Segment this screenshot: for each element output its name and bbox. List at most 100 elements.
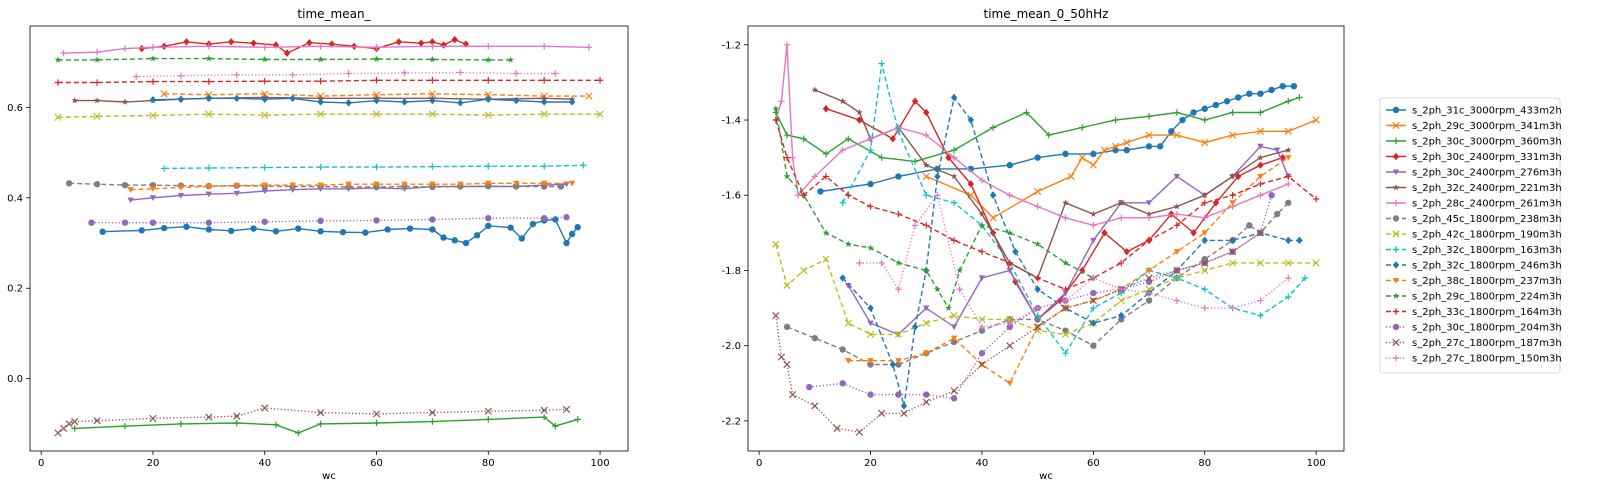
data-point xyxy=(1312,259,1320,267)
data-point xyxy=(557,183,565,190)
data-point xyxy=(418,39,425,47)
data-point xyxy=(121,98,129,105)
data-point xyxy=(811,334,819,342)
data-point xyxy=(1034,154,1041,161)
data-point xyxy=(1006,380,1013,387)
data-point xyxy=(440,234,447,241)
data-point xyxy=(1257,143,1264,150)
data-point xyxy=(372,110,381,118)
data-point xyxy=(900,409,908,418)
data-point xyxy=(1045,131,1052,139)
data-point xyxy=(317,182,324,189)
data-point xyxy=(911,222,919,229)
data-point xyxy=(1312,195,1320,203)
data-point xyxy=(1228,259,1237,267)
data-point xyxy=(205,94,213,103)
data-point xyxy=(568,180,576,187)
data-point xyxy=(316,110,325,118)
data-point xyxy=(518,235,526,242)
data-point xyxy=(540,94,548,102)
data-point xyxy=(878,60,885,67)
data-point xyxy=(923,391,930,398)
data-point xyxy=(1145,214,1153,222)
data-point xyxy=(132,73,140,80)
data-point xyxy=(867,391,874,398)
data-point xyxy=(1179,116,1186,124)
data-point xyxy=(261,218,268,225)
data-point xyxy=(1392,338,1400,347)
x-tick-label: 80 xyxy=(1198,458,1211,469)
data-point xyxy=(233,183,240,189)
data-point xyxy=(1062,259,1069,266)
data-point xyxy=(1034,274,1041,282)
data-point xyxy=(1392,169,1400,176)
data-point xyxy=(1256,259,1265,267)
data-point xyxy=(1392,323,1400,331)
data-point xyxy=(1290,82,1298,90)
data-point xyxy=(233,71,240,79)
series-line xyxy=(57,113,601,118)
data-point xyxy=(967,191,975,199)
x-tick-label: 60 xyxy=(370,458,383,469)
data-point xyxy=(1201,259,1209,267)
data-point xyxy=(540,77,548,84)
data-point xyxy=(978,360,986,369)
data-point xyxy=(1034,304,1041,312)
legend-item: s_2ph_32c_2400rpm_221m3h xyxy=(1386,183,1562,194)
data-point xyxy=(59,424,68,433)
data-point xyxy=(833,424,841,433)
data-point xyxy=(428,110,437,118)
data-point xyxy=(867,304,874,312)
data-point xyxy=(289,94,296,103)
data-point xyxy=(1006,323,1013,331)
data-point xyxy=(317,55,324,63)
data-point xyxy=(473,232,481,239)
data-point xyxy=(978,248,986,255)
data-point xyxy=(429,216,436,223)
data-point xyxy=(1006,342,1014,350)
data-point xyxy=(1090,304,1097,312)
data-point xyxy=(950,237,958,244)
legend-item: s_2ph_30c_1800rpm_204m3h xyxy=(1386,323,1562,334)
series-line xyxy=(74,416,578,434)
data-point xyxy=(950,199,958,206)
data-point xyxy=(1062,350,1069,357)
series-s_2ph_27c_1800rpm_187m3h xyxy=(54,404,571,437)
data-point xyxy=(574,416,581,423)
data-point xyxy=(1006,319,1013,327)
data-point xyxy=(429,163,436,170)
data-point xyxy=(540,162,548,170)
data-point xyxy=(317,43,324,50)
data-point xyxy=(485,214,492,222)
legend-item: s_2ph_27c_1800rpm_187m3h xyxy=(1386,338,1562,349)
data-point xyxy=(1392,246,1400,253)
legend-item: s_2ph_32c_1800rpm_246m3h xyxy=(1386,261,1562,272)
data-point xyxy=(839,346,846,353)
data-point xyxy=(177,192,185,199)
data-point xyxy=(484,91,492,99)
data-point xyxy=(1006,192,1013,199)
data-point xyxy=(71,425,78,432)
data-point xyxy=(1246,90,1253,97)
legend-item: s_2ph_45c_1800rpm_238m3h xyxy=(1386,214,1562,225)
series-s_2ph_30c_3000rpm_360m3h xyxy=(772,94,1303,165)
legend-label: s_2ph_30c_2400rpm_276m3h xyxy=(1412,168,1562,179)
data-point xyxy=(1090,210,1097,217)
legend-item: s_2ph_31c_3000rpm_433m2h xyxy=(1386,106,1562,117)
series-line xyxy=(57,407,567,434)
series-s_2ph_30c_1800rpm_204m3h xyxy=(88,214,570,226)
data-point xyxy=(867,146,874,154)
legend-item: s_2ph_28c_2400rpm_261m3h xyxy=(1386,199,1562,210)
data-point xyxy=(1034,323,1042,331)
data-point xyxy=(911,158,919,165)
data-point xyxy=(250,225,257,232)
series-s_2ph_31c_3000rpm_433m2h xyxy=(99,216,581,247)
data-point xyxy=(845,135,852,143)
data-point xyxy=(138,227,145,234)
data-point xyxy=(856,109,863,116)
data-point xyxy=(295,429,302,437)
data-point xyxy=(127,187,134,193)
y-tick-label: 0.2 xyxy=(7,284,23,295)
data-point xyxy=(373,163,380,171)
data-point xyxy=(1168,128,1175,135)
